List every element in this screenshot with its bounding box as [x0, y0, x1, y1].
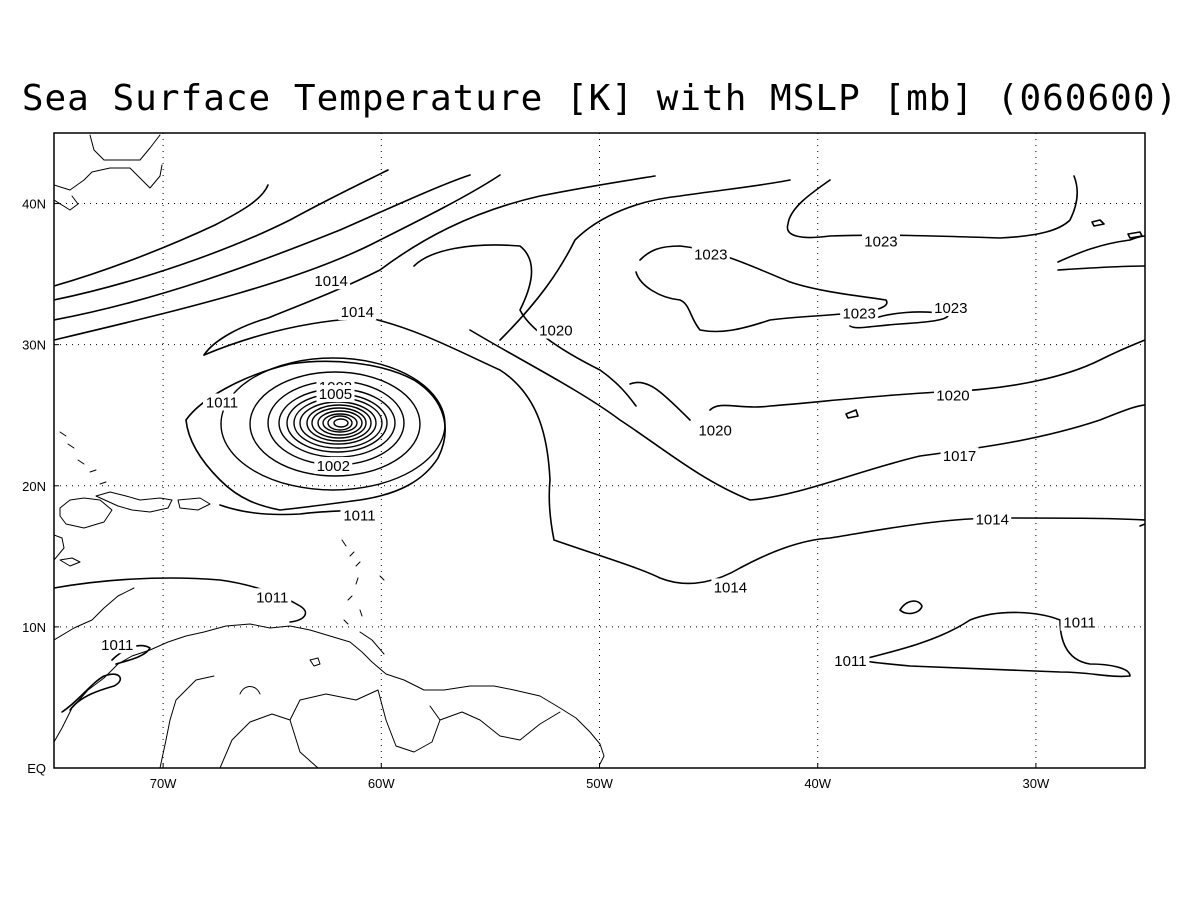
isobars [54, 169, 1145, 713]
y-tick-label: EQ [27, 761, 46, 776]
contour-label: 1011 [256, 589, 288, 606]
contour-label-bg [536, 321, 575, 339]
isobar-1014-north [203, 175, 656, 356]
contour-label: 1011 [834, 653, 866, 670]
south-america-borders [159, 675, 561, 768]
hispaniola [95, 491, 173, 513]
trinidad [309, 657, 321, 667]
contour-label: 1023 [934, 300, 967, 317]
contour-label: 1011 [1063, 615, 1095, 632]
contour-label-bg [314, 457, 353, 475]
contour-label: 1020 [698, 423, 731, 440]
contour-label: 1011 [101, 637, 133, 654]
contour-label-bg [840, 304, 879, 322]
x-tick-label: 60W [368, 776, 395, 791]
isobar-1023-ne [1057, 235, 1145, 271]
lesser-antilles [341, 539, 385, 625]
guyana-coast [359, 631, 385, 655]
contour-label-bg [696, 421, 735, 439]
contour-labels: 1014101410111008100510021011101110111020… [98, 232, 1099, 670]
isobar-1014-small [1139, 523, 1145, 527]
isobar-nw-2 [54, 169, 389, 301]
isobar-1011-east [859, 611, 1131, 678]
contour-label-bg [691, 245, 730, 263]
contour-label-bg [338, 303, 377, 321]
contour-label-bg [253, 588, 292, 606]
contour-label-bg [711, 578, 750, 596]
y-axis-ticks: EQ 10N 20N 30N 40N [22, 197, 59, 776]
grid-lines [54, 133, 1145, 768]
contour-label-bg [340, 506, 379, 524]
isobar-1017 [469, 329, 1145, 501]
contour-label: 1005 [319, 386, 352, 403]
x-tick-label: 50W [586, 776, 613, 791]
isobar-1023-small [1091, 219, 1143, 239]
isobar-1023-east [849, 311, 949, 329]
north-america-coast [54, 133, 163, 211]
contour-label: 1023 [694, 246, 727, 263]
x-tick-label: 30W [1023, 776, 1050, 791]
contour-label-bg [203, 393, 242, 411]
contour-label: 1020 [936, 387, 969, 404]
puerto-rico [177, 497, 211, 511]
contour-label: 1023 [842, 306, 875, 323]
cuba [59, 497, 113, 529]
y-tick-label: 10N [22, 620, 46, 635]
y-tick-label: 20N [22, 479, 46, 494]
isobar-nw-3 [54, 174, 471, 321]
contour-label: 1017 [943, 448, 976, 465]
contour-label-bg [831, 651, 870, 669]
central-america-coast [54, 534, 135, 641]
contour-label: 1002 [317, 458, 350, 475]
contour-label-bg [861, 232, 900, 250]
contour-label-bg [98, 636, 137, 654]
map-title: Sea Surface Temperature [K] with MSLP [m… [21, 78, 1179, 119]
contour-label-bg [973, 510, 1012, 528]
contour-label: 1023 [864, 234, 897, 251]
isobar-1023-north [786, 175, 1079, 239]
isobar-1011-west [185, 360, 446, 511]
contour-label: 1014 [714, 579, 747, 596]
isobar-1020-blob [629, 381, 691, 421]
isobar-1020-long [499, 179, 791, 341]
bahamas [59, 431, 107, 485]
contour-label-bg [940, 447, 979, 465]
contour-label: 1011 [343, 507, 375, 524]
low-pressure-center [220, 357, 446, 491]
contour-label-bg [1060, 613, 1099, 631]
contour-label-bg [933, 386, 972, 404]
x-tick-label: 70W [150, 776, 177, 791]
south-america-coast [54, 623, 605, 768]
isobar-1020-small [845, 409, 859, 419]
venezuela-lake [239, 686, 261, 695]
contour-label-bg [312, 272, 351, 290]
contour-label: 1020 [539, 323, 572, 340]
isobar-1011-south [54, 577, 307, 623]
isobar-1011-island [899, 600, 923, 615]
isobar-nw-4 [54, 174, 501, 341]
coastlines [54, 133, 605, 768]
isobar-1020-west [413, 244, 637, 407]
isobar-1020-east [709, 339, 1145, 411]
contour-label: 1014 [341, 304, 374, 321]
x-axis-ticks: 70W 60W 50W 40W 30W [150, 763, 1050, 791]
contour-label: 1011 [206, 395, 238, 412]
contour-label-bg [316, 385, 355, 403]
x-tick-label: 40W [804, 776, 831, 791]
jamaica [59, 557, 81, 567]
isobar-1014-mid [203, 317, 1145, 585]
contour-label: 1014 [976, 512, 1009, 529]
contour-label: 1014 [314, 273, 347, 290]
y-tick-label: 30N [22, 338, 46, 353]
isobar-nw-1 [54, 184, 269, 287]
contour-label-bg [931, 298, 970, 316]
y-tick-label: 40N [22, 197, 46, 212]
isobar-1011-panama [61, 673, 122, 713]
plot-frame [53, 132, 1146, 769]
